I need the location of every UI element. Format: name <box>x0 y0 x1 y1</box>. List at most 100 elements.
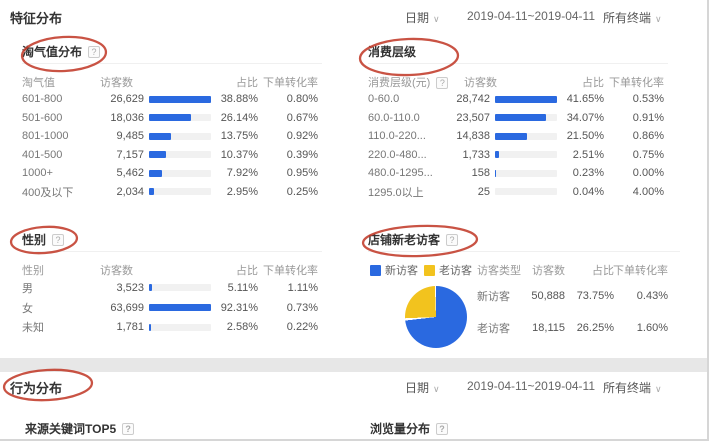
row-visitor-type: 老访客 <box>477 323 510 335</box>
row-label: 110.0-220... <box>368 130 426 143</box>
terminal-filter-label: 所有终端 <box>603 381 652 395</box>
help-icon[interactable]: ? <box>446 233 459 246</box>
table-row: 1000+ 5,462 7.92% 0.95% <box>22 164 322 183</box>
row-share: 92.31% <box>220 301 258 314</box>
row-conversion: 4.00% <box>632 185 664 198</box>
table-row: 400及以下 2,034 2.95% 0.25% <box>22 183 322 202</box>
help-icon[interactable]: ? <box>436 422 449 435</box>
table-row: 60.0-110.0 23,507 34.07% 0.91% <box>368 109 668 128</box>
widget-header: 淘气值分布 ? <box>22 44 322 64</box>
row-label: 女 <box>22 302 33 315</box>
visitors-bar <box>490 114 560 122</box>
table-row: 110.0-220... 14,838 21.50% 0.86% <box>368 127 668 146</box>
row-share: 73.75% <box>576 290 614 302</box>
row-share: 7.92% <box>226 167 258 180</box>
row-visitors: 14,838 <box>456 130 490 143</box>
table-row: 480.0-1295... 158 0.23% 0.00% <box>368 164 668 183</box>
table-row: 未知 1,781 2.58% 0.22% <box>22 317 322 337</box>
row-label: 1295.0以上 <box>368 186 424 199</box>
row-visitors: 50,888 <box>531 290 565 302</box>
table-row: 新访客 50,888 73.75% 0.43% <box>477 288 668 304</box>
row-share: 38.88% <box>220 93 258 106</box>
date-range-value[interactable]: 2019-04-11~2019-04-11 <box>467 9 595 23</box>
visitors-bar <box>144 304 214 312</box>
col-header-label: 消费层级(元)? <box>368 74 464 90</box>
date-filter-dropdown[interactable]: 日期 ∨ <box>405 379 440 396</box>
col-header-share: 占比 <box>592 265 614 277</box>
row-share: 41.65% <box>566 93 604 106</box>
new-old-visitors-pie-chart[interactable] <box>405 286 467 348</box>
row-visitors: 18,115 <box>532 322 565 334</box>
row-share: 34.07% <box>566 111 604 124</box>
legend-item-old-visitors[interactable]: 老访客 <box>424 262 472 278</box>
table-row: 女 63,699 92.31% 0.73% <box>22 298 322 318</box>
date-range-value[interactable]: 2019-04-11~2019-04-11 <box>467 379 595 393</box>
table-row: 男 3,523 5.11% 1.11% <box>22 278 322 298</box>
row-conversion: 0.22% <box>286 321 318 334</box>
row-conversion: 0.75% <box>632 148 664 161</box>
row-share: 2.58% <box>226 321 258 334</box>
widget-header: 消费层级 <box>368 44 668 64</box>
visitors-bar <box>490 188 560 196</box>
row-conversion: 1.11% <box>287 281 318 294</box>
row-label: 501-600 <box>22 111 63 124</box>
table-header: 性别 访客数 占比 下单转化率 <box>22 262 322 278</box>
widget-header: 性别 ? <box>22 232 322 252</box>
row-conversion: 0.80% <box>286 93 318 106</box>
table-row: 601-800 26,629 38.88% 0.80% <box>22 90 322 109</box>
row-share: 10.37% <box>220 148 258 161</box>
col-header-share: 占比 <box>582 77 604 89</box>
row-conversion: 0.73% <box>286 301 318 314</box>
row-visitors: 23,507 <box>456 111 490 124</box>
widget-title: 店铺新老访客 <box>368 233 441 247</box>
row-visitors: 63,699 <box>110 301 144 314</box>
row-share: 21.50% <box>566 130 604 143</box>
visitors-bar <box>490 151 560 159</box>
help-icon[interactable]: ? <box>436 77 449 89</box>
legend-swatch-blue <box>370 264 381 276</box>
terminal-filter-dropdown[interactable]: 所有终端 ∨ <box>603 379 662 396</box>
row-visitors: 9,485 <box>116 130 144 143</box>
help-icon[interactable]: ? <box>88 45 101 58</box>
row-visitors: 1,781 <box>116 321 144 334</box>
visitors-bar <box>144 151 214 159</box>
terminal-filter-dropdown[interactable]: 所有终端 ∨ <box>603 9 662 26</box>
chevron-down-icon: ∨ <box>433 14 440 24</box>
legend-item-new-visitors[interactable]: 新访客 <box>370 262 418 278</box>
row-conversion: 0.86% <box>632 130 664 143</box>
chevron-down-icon: ∨ <box>433 384 440 394</box>
col-header-visitors: 访客数 <box>464 77 497 89</box>
help-icon[interactable]: ? <box>122 422 135 435</box>
table-header: 淘气值 访客数 占比 下单转化率 <box>22 74 322 90</box>
widget-consumption-level: 消费层级 消费层级(元)? 访客数 占比 下单转化率 0-60.0 28,742… <box>368 44 668 201</box>
help-icon[interactable]: ? <box>52 233 65 246</box>
row-conversion: 1.60% <box>636 322 668 334</box>
table-row: 老访客 18,115 26.25% 1.60% <box>477 320 668 336</box>
legend-label: 新访客 <box>385 265 418 277</box>
widget-new-old-visitors: 店铺新老访客 ? 新访客 老访客 访客类型 访客数 占比 下单转化率 新访客 5… <box>368 232 680 358</box>
date-filter-dropdown[interactable]: 日期 ∨ <box>405 9 440 26</box>
row-label: 男 <box>22 282 33 295</box>
terminal-filter-label: 所有终端 <box>603 11 652 25</box>
row-visitors: 28,742 <box>456 93 490 106</box>
row-visitors: 2,034 <box>116 185 144 198</box>
widget-header: 店铺新老访客 ? <box>368 232 680 252</box>
widget-title: 性别 <box>22 233 47 247</box>
row-label: 220.0-480... <box>368 148 427 161</box>
row-visitors: 158 <box>471 167 490 180</box>
row-visitors: 5,462 <box>116 167 144 180</box>
col-header-share: 占比 <box>236 77 258 89</box>
row-conversion: 0.39% <box>286 148 318 161</box>
date-filter-label: 日期 <box>405 381 430 395</box>
row-share: 0.23% <box>572 167 604 180</box>
visitors-bar <box>144 169 214 177</box>
visitors-bar <box>144 114 214 122</box>
col-header-label: 淘气值 <box>22 77 55 89</box>
row-share: 2.51% <box>572 148 604 161</box>
widget-gender: 性别 ? 性别 访客数 占比 下单转化率 男 3,523 5.11% 1.11%… <box>22 232 322 337</box>
legend-label: 老访客 <box>439 265 472 277</box>
date-filter-label: 日期 <box>405 11 430 25</box>
row-share: 13.75% <box>220 130 258 143</box>
row-share: 2.95% <box>226 185 258 198</box>
